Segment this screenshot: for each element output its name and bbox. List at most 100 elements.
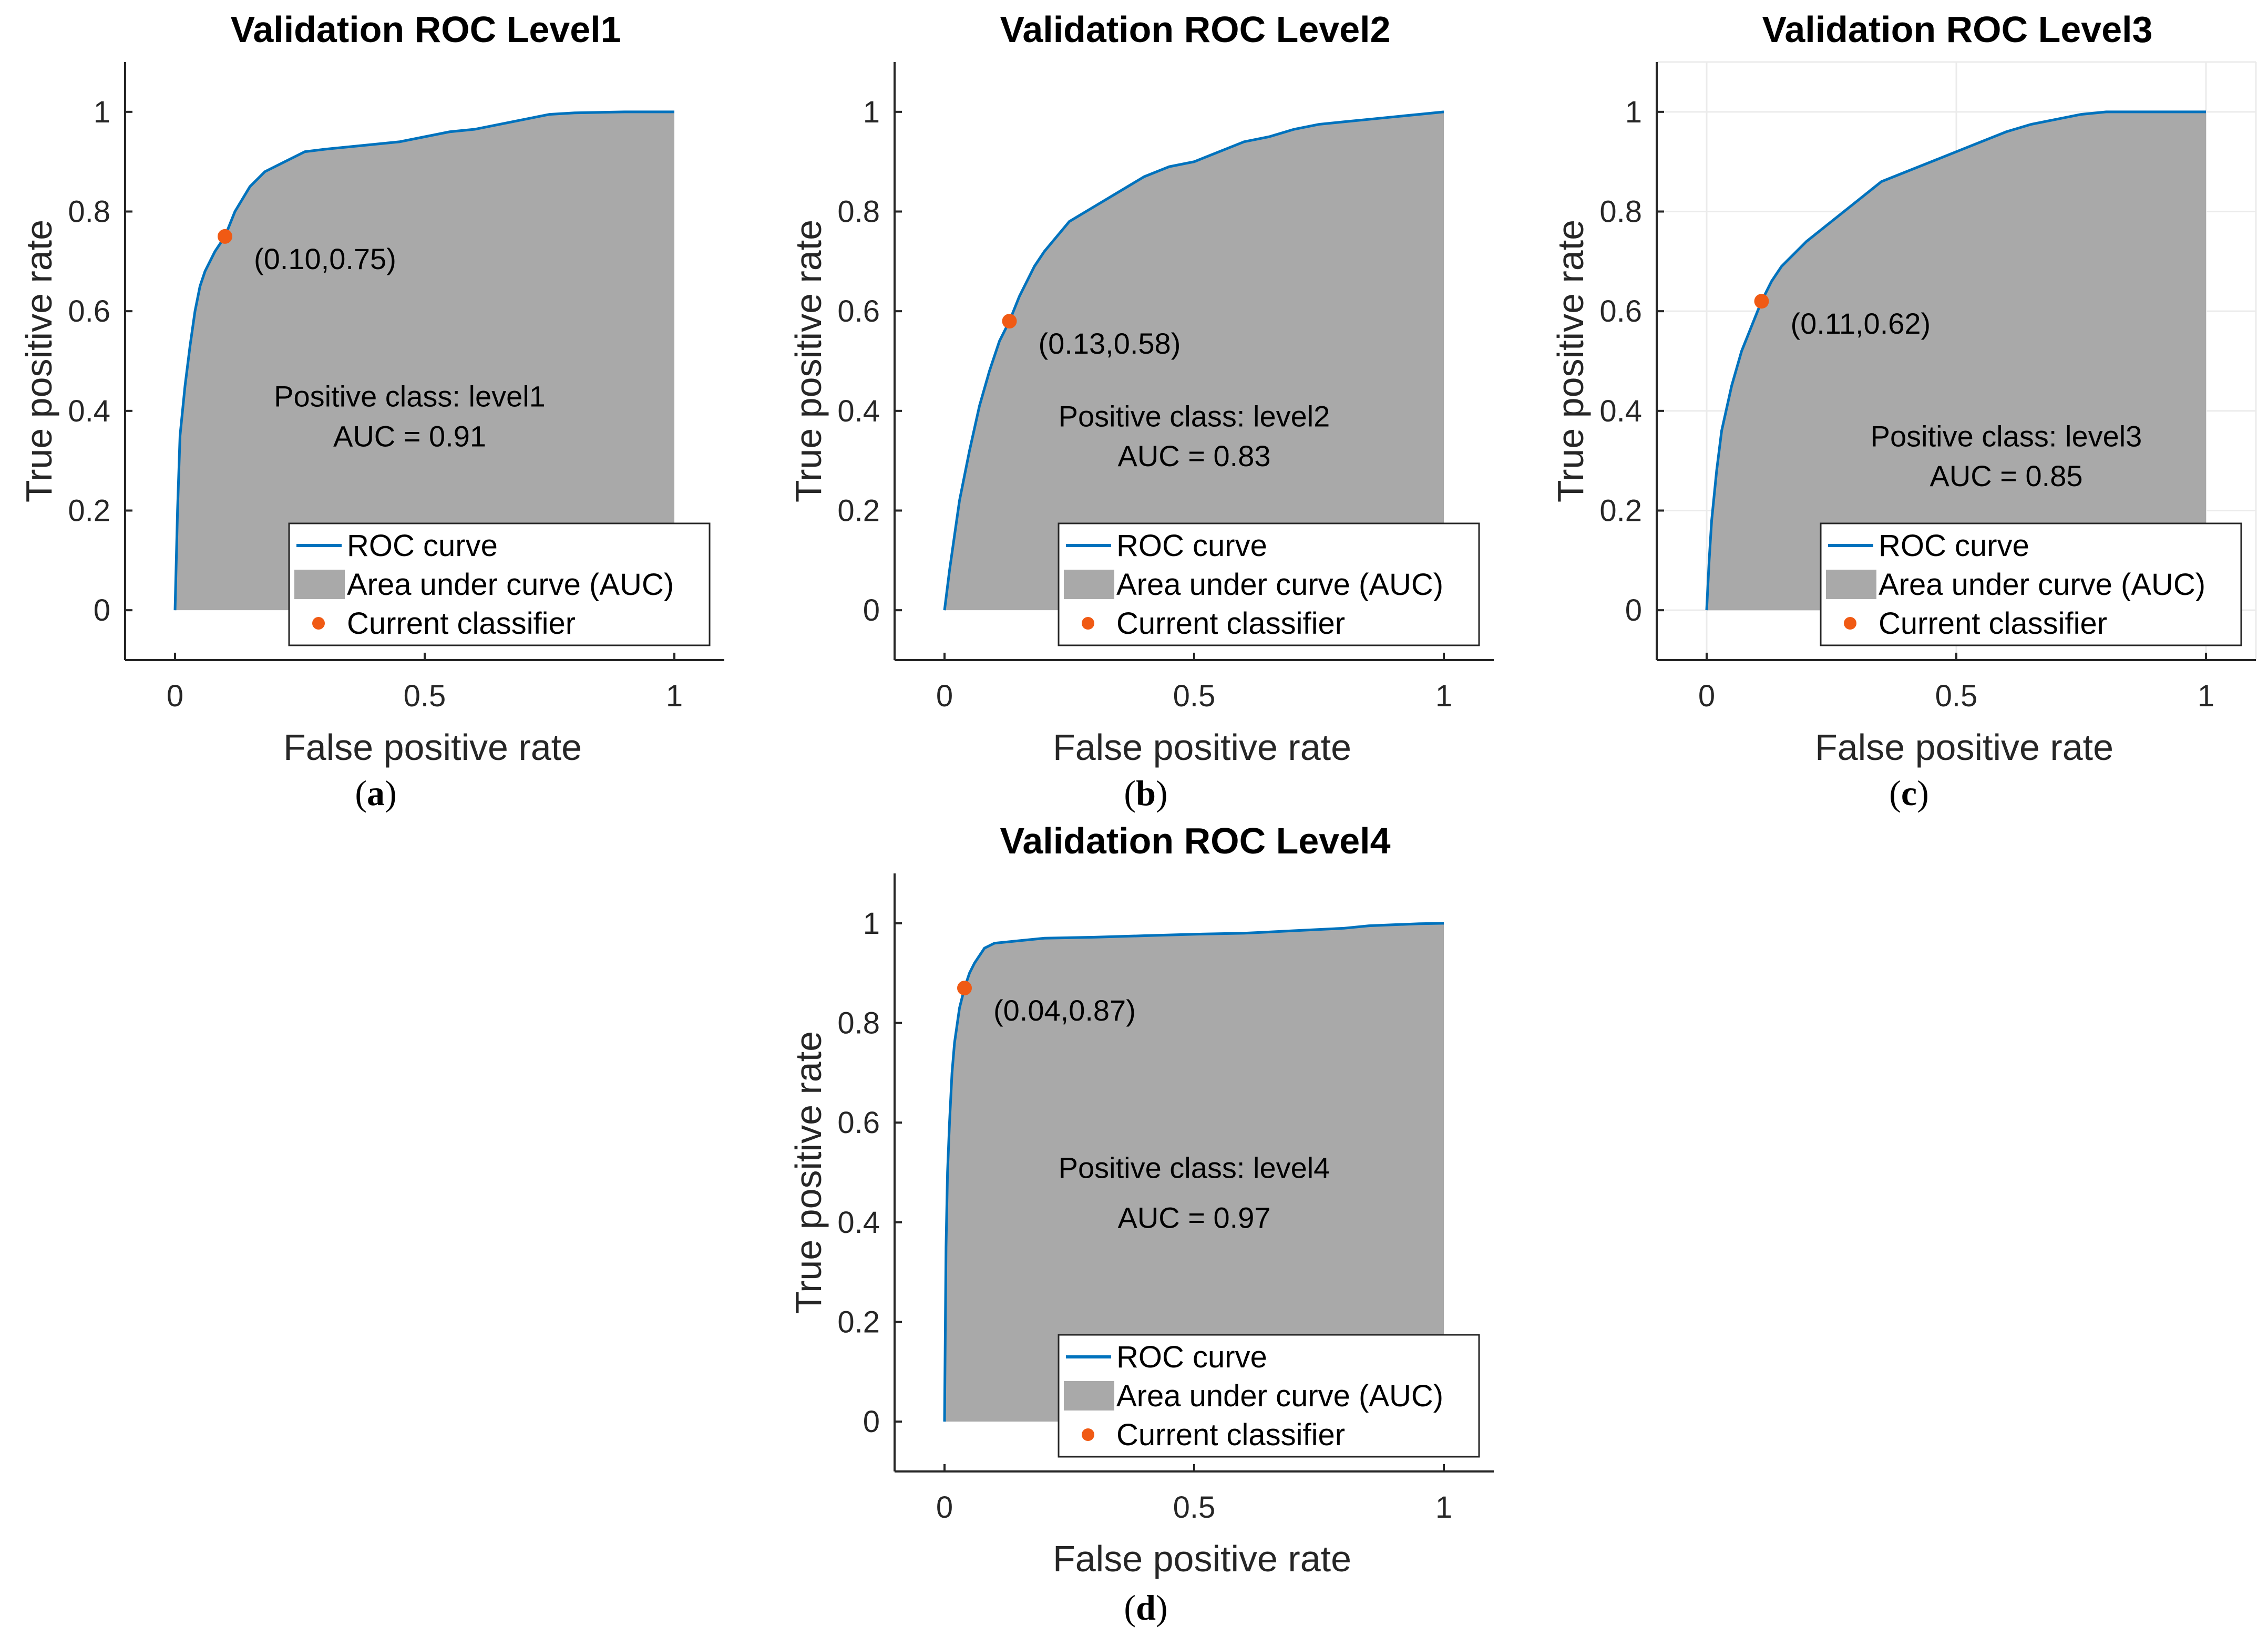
legend: ROC curve Area under curve (AUC) Current c… (1058, 522, 1480, 646)
chart-title: Validation ROC Level4 (1000, 820, 1391, 861)
x-axis-label: False positive rate (1053, 727, 1351, 768)
y-tick-label: 0.6 (837, 1106, 880, 1140)
legend-area-swatch (1064, 570, 1114, 599)
roc-curve-line (943, 110, 1444, 611)
legend-box (288, 522, 711, 646)
roc-curve-line (1705, 110, 2206, 611)
y-tick-label: 0.4 (1599, 394, 1642, 428)
x-tick-label: 0.5 (404, 679, 446, 713)
current-classifier-point (218, 229, 232, 244)
y-tick-label: 1 (863, 95, 880, 129)
x-axis-label: False positive rate (1053, 1538, 1351, 1579)
legend: ROC curve Area under curve (AUC) Current c… (1820, 522, 2242, 646)
legend-point-label: Current classifier (1116, 1418, 1345, 1452)
current-classifier-point (1002, 314, 1017, 329)
x-tick-label: 0 (1698, 679, 1715, 713)
auc-area (175, 111, 674, 611)
y-tick-label: 0.8 (68, 195, 110, 229)
legend-area-swatch (294, 570, 345, 599)
auc-area (1707, 111, 2206, 611)
x-tick-label: 1 (1435, 1490, 1452, 1525)
legend-roc-label: ROC curve (1879, 529, 2029, 563)
y-axis-label: True positive rate (788, 220, 829, 502)
legend-box (1058, 522, 1480, 646)
panel-caption-letter: c (1901, 773, 1917, 813)
x-tick-label: 1 (2198, 679, 2214, 713)
roc-panel-4: 0 0.2 0.4 0.6 0.8 1 0 0.5 1 Validation ROC Level4… (788, 820, 1494, 1628)
legend-point-swatch (312, 617, 325, 630)
y-axis-label: True positive rate (1550, 220, 1591, 502)
roc-curve-line (173, 110, 674, 611)
y-axis-label: True positive rate (18, 220, 59, 502)
x-tick-label: 1 (666, 679, 683, 713)
legend-area-label: Area under curve (AUC) (1116, 1379, 1443, 1413)
positive-class-note: Positive class: level4 (1059, 1151, 1330, 1185)
panel-caption-letter: b (1136, 773, 1156, 813)
y-tick-label: 1 (1625, 95, 1642, 129)
y-tick-label: 1 (863, 907, 880, 941)
y-tick-label: 0.2 (68, 494, 110, 528)
chart-title: Validation ROC Level1 (231, 9, 621, 50)
x-tick-label: 0.5 (1935, 679, 1978, 713)
legend-area-swatch (1826, 570, 1876, 599)
current-classifier-label: (0.13,0.58) (1039, 327, 1181, 360)
chart-title: Validation ROC Level3 (1762, 9, 2153, 50)
x-tick-label: 1 (1435, 679, 1452, 713)
y-tick-label: 0.2 (1599, 494, 1642, 528)
legend-point-label: Current classifier (347, 606, 576, 641)
x-axis-label: False positive rate (283, 727, 582, 768)
roc-curve-line (943, 922, 1444, 1422)
roc-panel-3: 0 0.2 0.4 0.6 0.8 1 0 0.5 1 Validation ROC Level3… (1550, 9, 2257, 813)
legend-area-label: Area under curve (AUC) (1879, 568, 2205, 602)
current-classifier-label: (0.04,0.87) (993, 994, 1136, 1027)
legend-point-label: Current classifier (1879, 606, 2107, 641)
legend-box (1820, 522, 2242, 646)
y-axis-label: True positive rate (788, 1031, 829, 1314)
y-tick-label: 0.4 (837, 1206, 880, 1240)
legend-area-label: Area under curve (AUC) (1116, 568, 1443, 602)
y-tick-label: 0.6 (68, 294, 110, 328)
y-tick-label: 0 (1625, 593, 1642, 627)
x-tick-label: 0 (936, 1490, 953, 1525)
legend-roc-label: ROC curve (1116, 1340, 1267, 1374)
panel-caption: (d) (1124, 1588, 1167, 1628)
current-classifier-point (957, 981, 972, 996)
y-tick-label: 0.4 (68, 394, 110, 428)
y-tick-label: 0 (863, 1405, 880, 1439)
auc-area (945, 111, 1444, 611)
legend-point-label: Current classifier (1116, 606, 1345, 641)
roc-panel-2: 0 0.2 0.4 0.6 0.8 1 0 0.5 1 Validation ROC Level2… (788, 9, 1494, 813)
positive-class-note: Positive class: level3 (1871, 419, 2142, 452)
chart-title: Validation ROC Level2 (1000, 9, 1391, 50)
y-tick-label: 0 (94, 593, 110, 627)
panel-caption-letter: a (367, 773, 385, 813)
legend-area-swatch (1064, 1381, 1114, 1411)
legend-point-swatch (1844, 617, 1856, 630)
y-tick-label: 0.2 (837, 494, 880, 528)
legend-roc-label: ROC curve (1116, 529, 1267, 563)
legend: ROC curve Area under curve (AUC) Current c… (1058, 1334, 1480, 1458)
y-tick-label: 0 (863, 593, 880, 627)
legend-area-label: Area under curve (AUC) (347, 568, 674, 602)
y-tick-label: 0.8 (1599, 195, 1642, 229)
y-tick-label: 0.6 (1599, 294, 1642, 328)
panel-caption: (a) (355, 773, 396, 813)
panel-caption: (b) (1124, 773, 1167, 813)
legend-roc-label: ROC curve (347, 529, 498, 563)
roc-panel-1: 0 0.2 0.4 0.6 0.8 1 0 0.5 1 Validation ROC Level1… (18, 9, 724, 813)
y-tick-label: 0.6 (837, 294, 880, 328)
y-tick-label: 0.8 (837, 1006, 880, 1041)
auc-area (945, 923, 1444, 1422)
y-tick-label: 0.8 (837, 195, 880, 229)
legend: ROC curve Area under curve (AUC) Current c… (288, 522, 711, 646)
legend-box (1058, 1334, 1480, 1458)
positive-class-note: Positive class: level2 (1059, 399, 1330, 433)
y-tick-label: 1 (94, 95, 110, 129)
auc-value-note: AUC = 0.91 (333, 419, 486, 452)
x-tick-label: 0.5 (1173, 1490, 1216, 1525)
auc-value-note: AUC = 0.97 (1117, 1201, 1270, 1234)
legend-point-swatch (1082, 617, 1094, 630)
y-tick-label: 0.4 (837, 394, 880, 428)
x-tick-label: 0 (936, 679, 953, 713)
